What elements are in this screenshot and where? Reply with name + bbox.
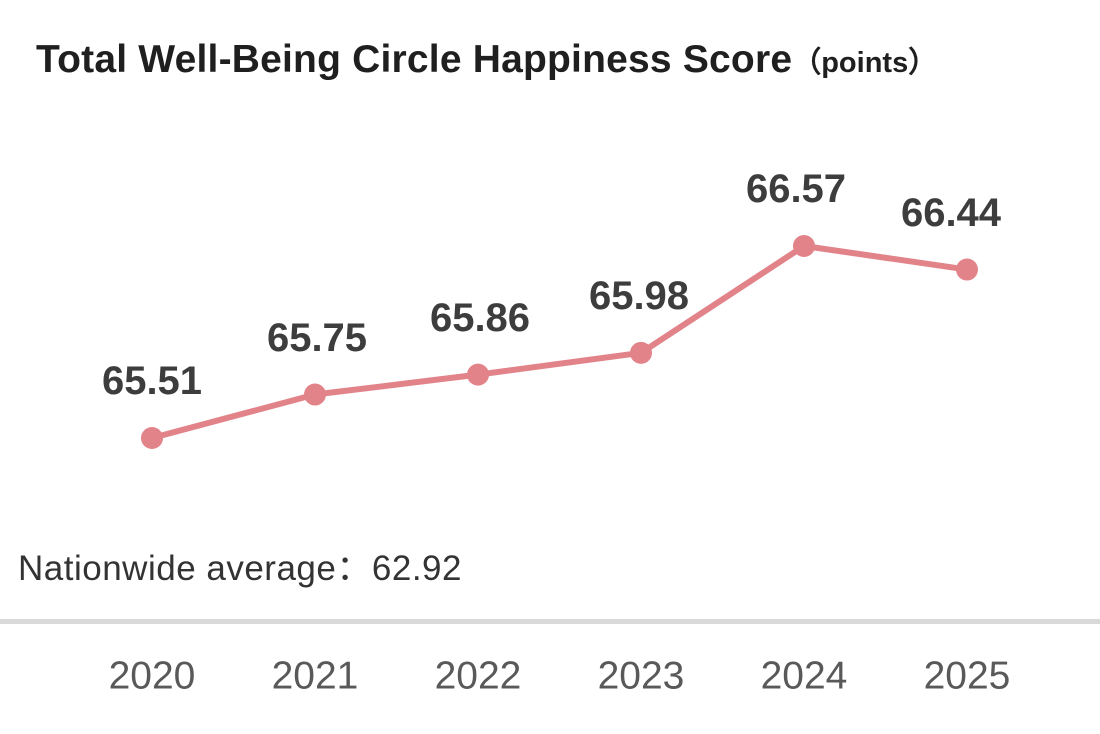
data-point-2024 bbox=[793, 235, 815, 258]
x-axis-divider bbox=[0, 619, 1100, 624]
data-point-2025 bbox=[956, 258, 978, 281]
data-label-2023: 65.98 bbox=[588, 273, 690, 318]
data-point-2020 bbox=[141, 427, 163, 449]
x-axis-label-2025: 2025 bbox=[923, 654, 1011, 698]
data-point-2022 bbox=[467, 363, 489, 386]
data-label-2024: 66.57 bbox=[745, 167, 847, 211]
x-axis-label-2021: 2021 bbox=[271, 654, 359, 698]
chart-title: Total Well-Being Circle Happiness Score … bbox=[36, 38, 937, 82]
data-point-2021 bbox=[304, 383, 326, 406]
x-axis-label-2020: 2020 bbox=[108, 654, 196, 698]
chart-title-unit: （points） bbox=[792, 47, 938, 79]
trend-line bbox=[149, 243, 970, 441]
chart-title-text: Total Well-Being Circle Happiness Score bbox=[36, 38, 793, 81]
data-label-2021: 65.75 bbox=[266, 315, 368, 360]
x-axis-label-2022: 2022 bbox=[434, 654, 522, 698]
data-label-2025: 66.44 bbox=[900, 190, 1002, 235]
nationwide-average-label: Nationwide average bbox=[18, 549, 337, 588]
data-label-2020: 65.51 bbox=[101, 359, 203, 403]
data-point-2023 bbox=[630, 341, 652, 364]
nationwide-average-value: 62.92 bbox=[371, 549, 462, 588]
x-axis-label-2023: 2023 bbox=[597, 654, 685, 698]
data-label-2022: 65.86 bbox=[429, 295, 531, 340]
nationwide-average-note: Nationwide average：62.92 bbox=[18, 540, 462, 591]
x-axis-label-2024: 2024 bbox=[760, 654, 848, 698]
nationwide-average-separator: ： bbox=[336, 549, 372, 588]
